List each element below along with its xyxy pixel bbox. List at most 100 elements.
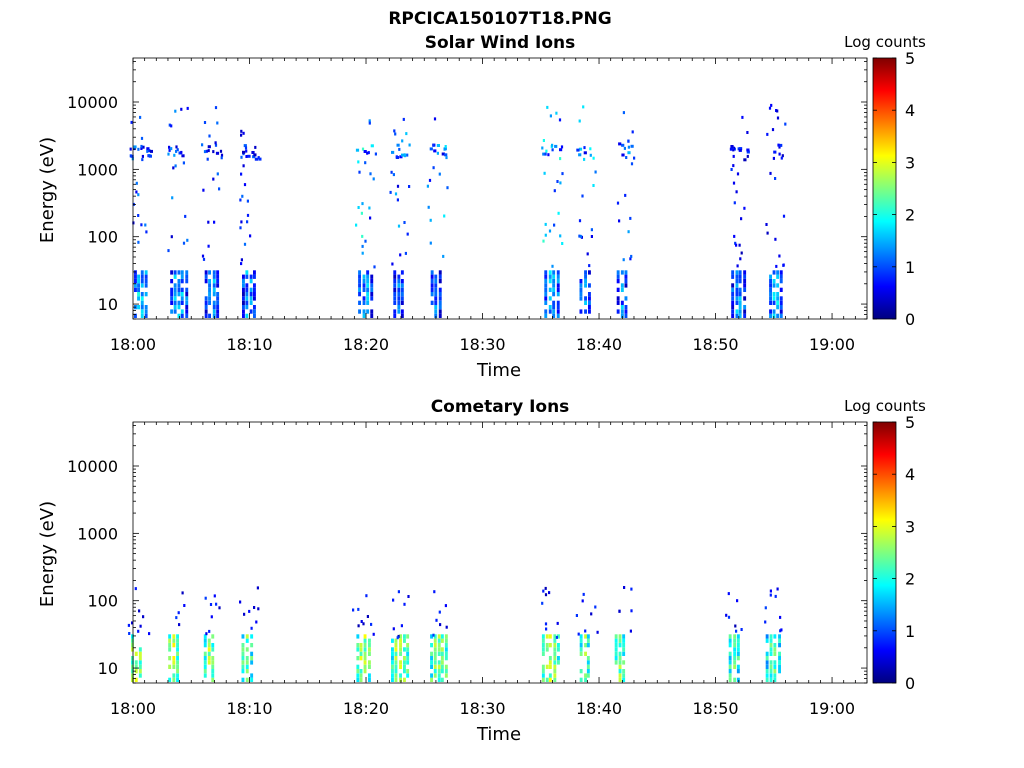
heatmap-cell [394, 677, 398, 682]
heatmap-cell [738, 309, 742, 314]
heatmap-cell [363, 669, 367, 674]
heatmap-cell [253, 270, 256, 275]
heatmap-cell [175, 149, 178, 153]
heatmap-cell [144, 309, 148, 314]
heatmap-cell [373, 265, 376, 269]
heatmap-cell [728, 669, 732, 674]
heatmap-cell [131, 621, 134, 625]
heatmap-cell [589, 147, 592, 151]
heatmap-cell [133, 147, 136, 151]
heatmap-cell [370, 279, 374, 284]
heatmap-cell [358, 283, 361, 288]
heatmap-cell [137, 240, 140, 244]
heatmap-cell [208, 292, 211, 297]
heatmap-cell [434, 305, 438, 310]
heatmap-cell [556, 287, 560, 292]
heatmap-cell [444, 647, 448, 652]
heatmap-cell [584, 634, 587, 639]
heatmap-cell [735, 292, 739, 297]
heatmap-cell [366, 151, 369, 155]
heatmap-cell [134, 651, 138, 656]
heatmap-cell [130, 154, 134, 158]
heatmap-cell [575, 614, 578, 617]
heatmap-cell [172, 634, 176, 639]
heatmap-cell [207, 638, 211, 643]
heatmap-cell [769, 669, 773, 674]
colorbar: 0 1 2 3 4 5 [872, 49, 915, 329]
heatmap-cell [176, 638, 179, 643]
heatmap-cell [545, 634, 549, 639]
colorbar-tick-label: 1 [905, 622, 915, 641]
heatmap-cell [250, 626, 253, 630]
x-tick-label: 18:50 [692, 335, 738, 354]
heatmap-cell [434, 309, 438, 314]
heatmap-cell [430, 287, 434, 292]
heatmap-cell [359, 643, 363, 648]
heatmap-cell [733, 660, 737, 665]
heatmap-cell [361, 244, 364, 248]
heatmap-cell [769, 647, 773, 652]
heatmap-cell [541, 638, 545, 643]
heatmap-cell [370, 287, 374, 292]
heatmap-cell [393, 292, 397, 297]
heatmap-cell [403, 638, 406, 643]
heatmap-cell [363, 634, 367, 639]
heatmap-cell [433, 590, 436, 594]
y-axis-label: Energy (eV) [37, 501, 58, 607]
heatmap-cell [630, 144, 634, 148]
heatmap-cell [245, 638, 249, 643]
heatmap-cell [244, 146, 248, 150]
heatmap-cell [140, 279, 144, 284]
heatmap-cell [400, 279, 404, 284]
heatmap-cell [249, 279, 253, 284]
heatmap-cell [557, 647, 560, 652]
heatmap-cell [406, 669, 410, 674]
heatmap-cell [440, 660, 444, 665]
heatmap-cell [176, 664, 179, 669]
heatmap-cell [145, 230, 148, 234]
heatmap-cell [170, 300, 174, 305]
heatmap-cell [253, 309, 256, 314]
heatmap-cell [728, 634, 732, 639]
y-tick-label: 100 [87, 592, 118, 611]
heatmap-cell [362, 313, 366, 318]
heatmap-cell [778, 656, 781, 661]
heatmap-cell [203, 660, 207, 665]
figure-title: RPCICA150107T18.PNG [388, 9, 611, 29]
heatmap-cell [616, 309, 620, 314]
heatmap-cell [581, 194, 584, 198]
heatmap-cell [241, 656, 245, 661]
heatmap-cell [368, 664, 371, 669]
heatmap-cell [203, 669, 207, 674]
heatmap-cell [616, 274, 620, 279]
heatmap-cell [131, 677, 134, 682]
heatmap-cell [186, 106, 189, 110]
x-tick-label: 18:00 [110, 699, 156, 718]
heatmap-cell [144, 279, 148, 284]
colorbar-tick-label: 0 [905, 310, 915, 329]
heatmap-cell [245, 149, 248, 153]
heatmap-cell [138, 647, 142, 652]
heatmap-cell [216, 313, 220, 318]
heatmap-cell [134, 677, 138, 682]
heatmap-cell [248, 609, 251, 613]
heatmap-cell [618, 673, 622, 678]
heatmap-cell [359, 669, 363, 674]
heatmap-cell [172, 166, 175, 170]
heatmap-cell [592, 156, 595, 160]
heatmap-cell [363, 643, 367, 648]
heatmap-cell [168, 634, 172, 639]
heatmap-cell [240, 172, 243, 176]
heatmap-cell [579, 279, 583, 284]
heatmap-cell [432, 166, 435, 170]
heatmap-cell [614, 660, 618, 665]
heatmap-cell [134, 664, 138, 669]
heatmap-cell [253, 296, 256, 301]
heatmap-cell [622, 638, 626, 643]
heatmap-cell [430, 283, 434, 288]
heatmap-cell [779, 287, 783, 292]
heatmap-cell [207, 647, 211, 652]
heatmap-cell [438, 313, 442, 318]
heatmap-cell [393, 270, 397, 275]
heatmap-cell [442, 254, 445, 258]
